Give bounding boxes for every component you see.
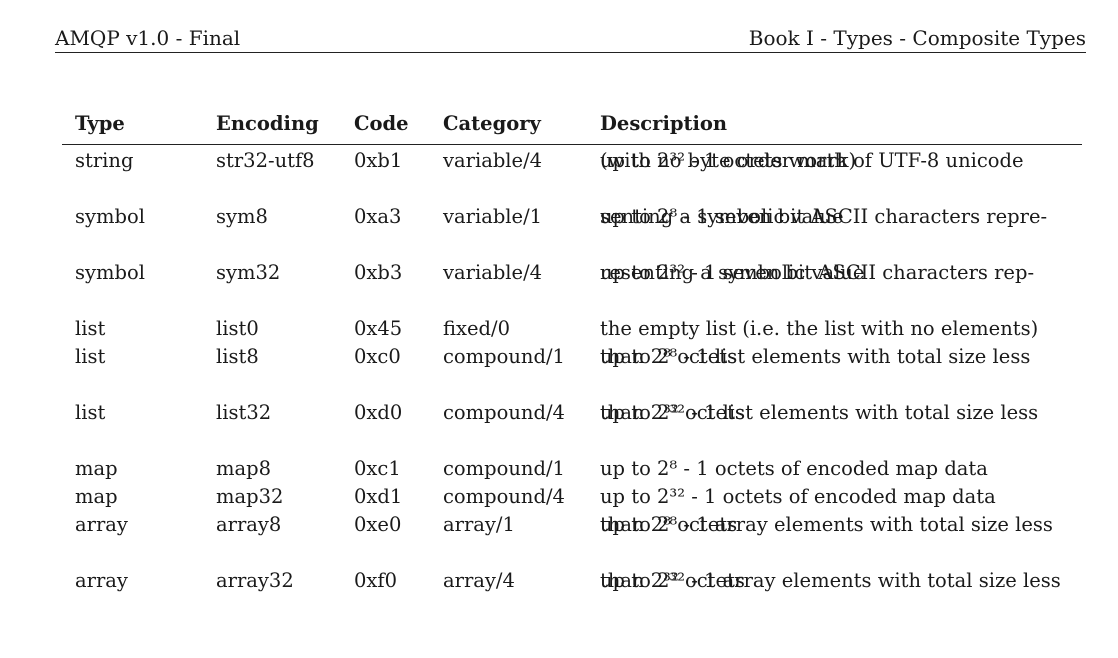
composite-types-table: Type Encoding Code Category Description … [62, 110, 1082, 623]
cell-type: map [75, 457, 118, 480]
cell-encoding: str32-utf8 [216, 149, 315, 172]
column-header-type: Type [75, 112, 125, 135]
cell-encoding: map32 [216, 485, 284, 508]
column-header-code: Code [354, 112, 409, 135]
cell-encoding: list32 [216, 401, 272, 424]
cell-type: array [75, 569, 128, 592]
cell-code: 0x45 [354, 317, 403, 340]
cell-code: 0xb1 [354, 149, 403, 172]
cell-code: 0xf0 [354, 569, 398, 592]
cell-category: array/1 [443, 513, 515, 536]
cell-type: list [75, 317, 106, 340]
column-header-encoding: Encoding [216, 112, 319, 135]
cell-category: variable/1 [443, 205, 543, 228]
cell-category: fixed/0 [443, 317, 511, 340]
cell-type: list [75, 345, 106, 368]
description-line: up to 2³² - 1 seven bit ASCII characters… [600, 261, 1035, 284]
description-line: up to 2⁸ - 1 seven bit ASCII characters … [600, 205, 1048, 228]
cell-encoding: map8 [216, 457, 272, 480]
cell-category: compound/1 [443, 457, 565, 480]
table-row: array array32 0xf0 array/4 up to 2³² - 1 arr… [62, 567, 1082, 623]
cell-code: 0xc1 [354, 457, 401, 480]
cell-encoding: list0 [216, 317, 259, 340]
table-row: list list32 0xd0 compound/4 up to 2³² - 1 li… [62, 399, 1082, 455]
description-line: up to 2⁸ - 1 octets of encoded map data [600, 457, 988, 480]
cell-encoding: array32 [216, 569, 294, 592]
cell-encoding: array8 [216, 513, 282, 536]
cell-code: 0xd1 [354, 485, 403, 508]
cell-category: variable/4 [443, 149, 543, 172]
cell-type: list [75, 401, 106, 424]
document-title: AMQP v1.0 - Final [55, 26, 241, 50]
description-line: up to 2³² - 1 octets of encoded map data [600, 485, 996, 508]
description-line: resenting a symbolic value [600, 261, 865, 284]
cell-code: 0xb3 [354, 261, 403, 284]
cell-type: string [75, 149, 134, 172]
cell-type: array [75, 513, 128, 536]
cell-category: compound/4 [443, 401, 565, 424]
cell-code: 0xc0 [354, 345, 401, 368]
description-line: the empty list (i.e. the list with no el… [600, 317, 1039, 340]
table-row: symbol sym8 0xa3 variable/1 up to 2⁸ - 1 sev… [62, 203, 1082, 259]
description-line: up to 2³² - 1 octets worth of UTF-8 unic… [600, 149, 1024, 172]
cell-code: 0xa3 [354, 205, 402, 228]
cell-code: 0xd0 [354, 401, 403, 424]
cell-category: compound/4 [443, 485, 565, 508]
table-body: string str32-utf8 0xb1 variable/4 up to 2³² … [62, 145, 1082, 623]
column-header-category: Category [443, 112, 541, 135]
table-row: array array8 0xe0 array/1 up to 2⁸ - 1 array… [62, 511, 1082, 567]
running-header: AMQP v1.0 - Final Book I - Types - Compo… [55, 24, 1086, 53]
table-row: map map32 0xd1 compound/4 up to 2³² - 1 octe… [62, 483, 1082, 511]
description-line: than 2³² octets [600, 569, 745, 592]
cell-category: variable/4 [443, 261, 543, 284]
column-header-description: Description [600, 112, 728, 135]
table-row: symbol sym32 0xb3 variable/4 up to 2³² - 1 s… [62, 259, 1082, 315]
description-line: than 2³² octets [600, 401, 745, 424]
description-line: up to 2³² - 1 array elements with total … [600, 569, 1061, 592]
cell-code: 0xe0 [354, 513, 402, 536]
cell-encoding: list8 [216, 345, 259, 368]
description-line: (with no byte order mark) [600, 149, 857, 172]
description-line: than 2⁸ octets [600, 513, 738, 536]
description-line: up to 2³² - 1 list elements with total s… [600, 401, 1039, 424]
description-line: up to 2⁸ - 1 list elements with total si… [600, 345, 1031, 368]
cell-type: symbol [75, 205, 145, 228]
description-line: senting a symbolic value [600, 205, 844, 228]
table-header: Type Encoding Code Category Description [62, 110, 1082, 145]
cell-encoding: sym8 [216, 205, 268, 228]
table-row: string str32-utf8 0xb1 variable/4 up to 2³² … [62, 147, 1082, 203]
cell-encoding: sym32 [216, 261, 281, 284]
cell-category: compound/1 [443, 345, 565, 368]
table-row: list list0 0x45 fixed/0 the empty list (i.e.… [62, 315, 1082, 343]
cell-type: symbol [75, 261, 145, 284]
description-line: than 2⁸ octets [600, 345, 738, 368]
description-line: up to 2⁸ - 1 array elements with total s… [600, 513, 1053, 536]
section-title: Book I - Types - Composite Types [748, 26, 1086, 50]
table-row: map map8 0xc1 compound/1 up to 2⁸ - 1 octets… [62, 455, 1082, 483]
cell-type: map [75, 485, 118, 508]
cell-category: array/4 [443, 569, 515, 592]
table-row: list list8 0xc0 compound/1 up to 2⁸ - 1 list… [62, 343, 1082, 399]
